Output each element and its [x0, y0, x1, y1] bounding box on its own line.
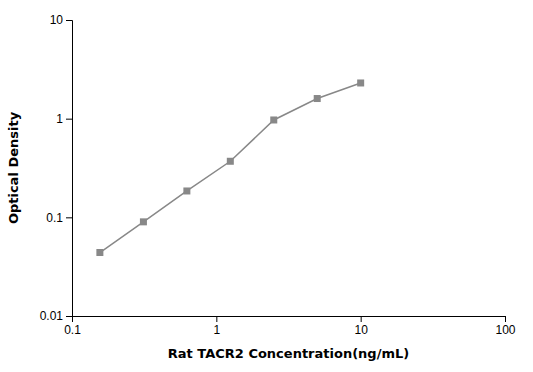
tick: 10 [50, 13, 72, 27]
tick-mark [66, 20, 72, 21]
marker [96, 249, 103, 256]
tick-mark [66, 217, 72, 218]
tick-label: 10 [354, 323, 368, 337]
marker [183, 187, 190, 194]
tick-label: 0.01 [40, 309, 64, 323]
axis-line [66, 21, 73, 317]
tick-mark [216, 316, 217, 322]
tick-mark [505, 316, 506, 322]
marker [270, 116, 277, 123]
marker [314, 95, 321, 102]
tick: 10 [354, 316, 368, 337]
chart: 0.11101000.010.1110Rat TACR2 Concentrati… [0, 0, 533, 372]
tick-mark [66, 316, 72, 317]
marker [357, 79, 364, 86]
line [100, 83, 361, 253]
tick: 0.01 [40, 309, 72, 323]
tick: 1 [56, 112, 72, 126]
tick-label: 0.1 [46, 211, 63, 225]
tick-mark [361, 316, 362, 322]
tick: 100 [495, 316, 515, 337]
tick-label: 100 [495, 323, 515, 337]
x-axis: 0.1 1 10 100 [64, 316, 516, 337]
marks [96, 79, 364, 256]
y-axis: 0.01 0.1 1 10 [40, 13, 73, 323]
tick: 0.1 [64, 316, 81, 337]
tick-mark [66, 119, 72, 120]
y-axis-title: Optical Density [6, 111, 21, 224]
tick-label: 1 [56, 112, 63, 126]
tick-label: 0.1 [64, 323, 81, 337]
x-axis-title: Rat TACR2 Concentration(ng/mL) [168, 346, 409, 361]
tick: 1 [213, 316, 220, 337]
axis-line [73, 317, 506, 323]
tick-label: 1 [213, 323, 220, 337]
plot: 0.11101000.010.1110 [40, 13, 516, 336]
marker [140, 218, 147, 225]
marker [227, 158, 234, 165]
tick-label: 10 [50, 13, 64, 27]
tick: 0.1 [46, 211, 72, 225]
